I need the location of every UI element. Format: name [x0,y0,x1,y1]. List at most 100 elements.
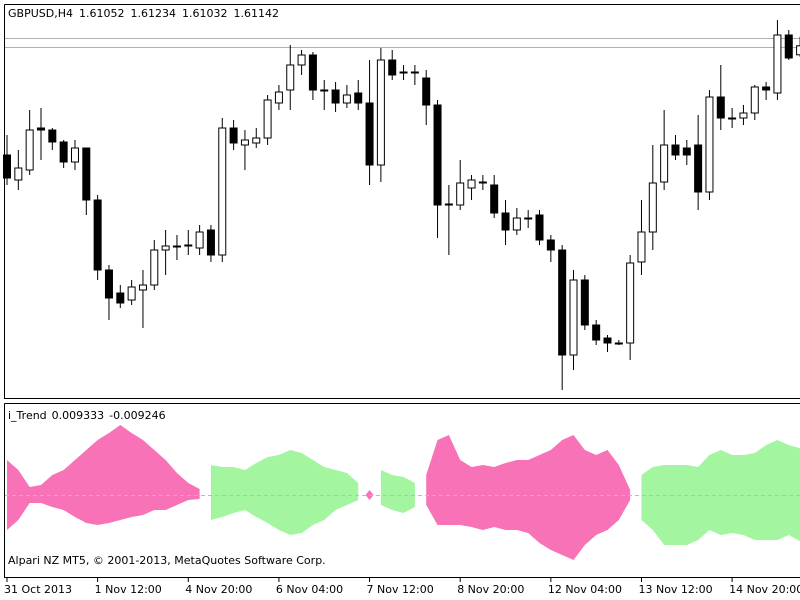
candle-body [467,179,476,189]
indicator-areas [7,425,800,560]
main-frame [4,4,800,399]
candle-body [36,127,45,131]
candle-body [558,249,567,356]
candle-body [671,144,680,156]
copyright-note: Alpari NZ MT5, © 2001-2013, MetaQuotes S… [8,554,326,567]
candle-body [637,231,646,263]
candle-body [138,284,147,291]
candle-body [694,144,703,193]
indicator-title: i_Trend [8,409,47,422]
candle-body [104,269,113,299]
indicator-lower-value: -0.009246 [109,409,165,422]
candle-body [750,86,759,114]
candle-body [512,217,521,231]
candle-body [14,167,23,181]
candle-body [184,244,193,247]
candle-body [705,96,714,193]
candle-body [422,77,431,106]
candle-body [444,203,453,206]
candle-body [773,34,782,94]
candle-body [399,71,408,74]
indicator-header: i_Trend 0.009333 -0.009246 [8,409,166,422]
candle-body [433,104,442,206]
candle-body [478,181,487,184]
candle-body [365,102,374,166]
x-tick-label: 1 Nov 12:00 [95,583,162,596]
candle-body [150,249,159,286]
candle-body [569,279,578,356]
chart-title: GBPUSD,H4 [8,7,73,20]
candle-body [796,45,800,56]
candle-body [342,94,351,104]
candle-body [206,229,215,256]
x-tick-label: 12 Nov 04:00 [548,583,622,596]
candle-body [546,239,555,251]
candle-body [376,59,385,166]
candle-body [682,147,691,156]
candles [3,20,800,390]
candle-body [172,245,181,248]
candle-body [580,279,589,326]
candle-body [388,59,397,76]
candle-body [70,147,79,163]
x-tick-label: 31 Oct 2013 [4,583,72,596]
high-value: 1.61234 [130,7,176,20]
candle-body [127,286,136,301]
candle-body [728,117,737,120]
candle-body [626,262,635,344]
candle-body [456,182,465,206]
candle-body [116,292,125,304]
candle-body [218,127,227,256]
x-tick-label: 14 Nov 20:00 [729,583,800,596]
candle-body [524,217,533,220]
candle-body [3,154,11,179]
candle-body [308,54,317,91]
trend-area [7,425,200,530]
candle-body [648,182,657,233]
candle-body [263,99,272,139]
x-tick-label: 7 Nov 12:00 [367,583,434,596]
x-tick-label: 8 Nov 20:00 [457,583,524,596]
candle-body [297,54,306,66]
candle-body [48,129,57,143]
candle-body [762,86,771,91]
candle-body [286,64,295,91]
indicator-upper-value: 0.009333 [52,409,105,422]
trend-area [380,470,415,513]
trend-area [426,435,631,560]
candle-body [93,199,102,271]
candle-body [195,231,204,249]
candle-body [716,96,725,119]
trend-area [210,450,359,535]
candle-body [229,127,238,144]
trend-area [641,440,800,545]
candle-body [82,147,91,201]
indicator-frame [4,403,800,578]
x-axis: 31 Oct 2013 1 Nov 12:00 4 Nov 20:00 6 Nov 0… [4,578,800,596]
candle-body [240,139,249,146]
x-tick-label: 6 Nov 04:00 [276,583,343,596]
candle-body [59,141,68,163]
close-value: 1.61142 [233,7,279,20]
low-value: 1.61032 [182,7,228,20]
candle-body [535,214,544,241]
candle-body [603,337,612,344]
candle-body [490,184,499,214]
x-tick-label: 13 Nov 12:00 [638,583,712,596]
candle-body [739,112,748,119]
candle-body [614,342,623,345]
candle-body [331,89,340,104]
candle-body [784,34,793,59]
candle-body [410,71,419,74]
candle-body [161,245,170,251]
candle-body [274,91,283,104]
candle-body [354,92,363,104]
candle-body [592,324,601,341]
candle-body [501,212,510,231]
candle-body [25,129,34,171]
open-value: 1.61052 [79,7,125,20]
candle-body [660,144,669,183]
candle-body [252,137,261,144]
